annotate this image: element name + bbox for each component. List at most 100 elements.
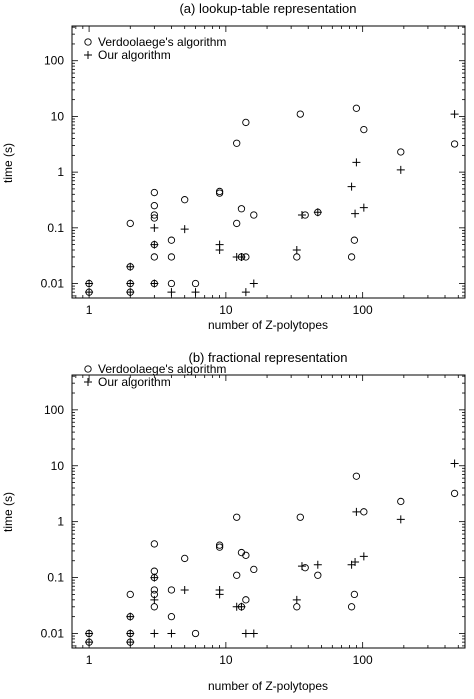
data-point-plus [359,203,368,212]
data-point-plus [85,288,94,297]
legend-marker-plus [84,378,92,386]
data-point-plus [180,225,189,234]
data-point-circle [167,253,176,261]
data-point-plus [126,262,135,271]
y-tick-label: 100 [44,403,64,417]
data-point-circle [360,508,368,516]
data-point-circle [150,202,159,210]
data-point-plus [359,552,368,561]
data-point-plus [191,288,200,297]
x-tick-label: 100 [353,303,373,317]
data-point-circle [126,590,134,599]
data-point-plus [167,288,176,297]
data-point-circle [350,590,359,599]
data-point-plus [351,209,360,218]
y-tick-label: 10 [51,109,65,123]
x-tick-label: 1 [86,653,93,667]
data-point-plus [249,629,258,638]
data-point-circle [250,211,258,219]
data-point-circle [347,253,356,261]
data-point-circle [150,211,159,219]
y-tick-label: 0.01 [41,277,65,291]
data-point-plus [249,279,258,288]
y-tick-label: 0.01 [41,626,65,640]
data-point-circle [301,564,309,572]
data-point-circle [150,214,159,222]
data-point-circle [126,219,134,228]
data-point-plus [297,562,306,571]
data-point-circle [167,613,176,621]
data-point-circle [242,118,250,127]
data-point-circle [293,253,301,261]
y-tick-label: 0.1 [47,221,64,235]
legend-label-verdoolaege: Verdoolaege's algorithm [98,35,226,49]
data-point-plus [351,557,360,566]
data-point-plus [167,629,176,638]
data-point-circle [360,125,368,134]
data-point-circle [167,586,176,594]
data-point-plus [237,602,246,611]
data-point-circle [352,472,361,480]
data-point-plus [297,210,306,219]
data-point-circle [150,540,159,548]
chart-title: (a) lookup-table representation [179,1,356,16]
legend-marker-plus [84,51,92,59]
legend-label-ours: Our algorithm [98,48,171,62]
data-point-plus [450,110,459,119]
x-axis-label: number of Z-polytopes [208,318,328,332]
data-point-circle [237,205,246,213]
legend-marker-circle [84,365,92,373]
x-tick-label: 10 [219,653,233,667]
data-point-circle [150,567,159,575]
data-point-circle [233,513,241,521]
data-point-circle [450,140,459,148]
data-point-circle [233,139,241,147]
y-tick-label: 0.1 [47,571,64,585]
data-point-plus [150,279,159,288]
data-point-plus [150,595,159,604]
legend-label-ours: Our algorithm [98,375,171,389]
data-point-circle [397,148,405,156]
data-point-plus [85,279,94,288]
legend: Verdoolaege's algorithm Our algorithm [84,35,226,62]
x-tick-label: 1 [86,303,93,317]
data-point-circle [181,196,189,204]
data-point-circle [352,104,361,112]
data-point-circle [167,279,176,288]
data-point-circle [293,603,301,611]
data-point-circle [233,571,241,579]
data-point-circle [150,188,159,197]
y-tick-label: 1 [57,515,64,529]
data-point-circle [181,554,189,563]
axis-ticks: 1 10 100 0.01 0.1 1 10 100 [41,375,465,667]
data-point-plus [150,629,159,638]
y-axis-label: time (s) [1,492,15,532]
y-axis-label: time (s) [1,143,15,183]
y-tick-label: 100 [44,54,64,68]
data-point-circle [150,586,159,594]
data-point-plus [241,288,250,297]
data-point-circle [167,236,176,244]
data-point-circle [397,497,405,506]
plot-frame [71,25,466,299]
data-point-plus [215,245,224,254]
data-point-circle [350,236,359,244]
data-point-circle [347,603,356,611]
data-point-circle [191,279,200,288]
data-point-plus [450,459,459,468]
legend-label-verdoolaege: Verdoolaege's algorithm [98,362,226,376]
data-point-plus [237,252,246,261]
data-point-plus [347,182,356,191]
data-point-plus [215,590,224,599]
data-marks [85,104,459,297]
x-tick-label: 10 [219,303,233,317]
data-point-circle [215,541,224,549]
data-point-circle [150,253,159,261]
data-point-plus [313,560,322,569]
data-point-plus [313,208,322,217]
data-point-plus [292,245,301,254]
data-point-plus [150,573,159,582]
y-tick-label: 10 [51,459,65,473]
data-point-plus [85,638,94,647]
